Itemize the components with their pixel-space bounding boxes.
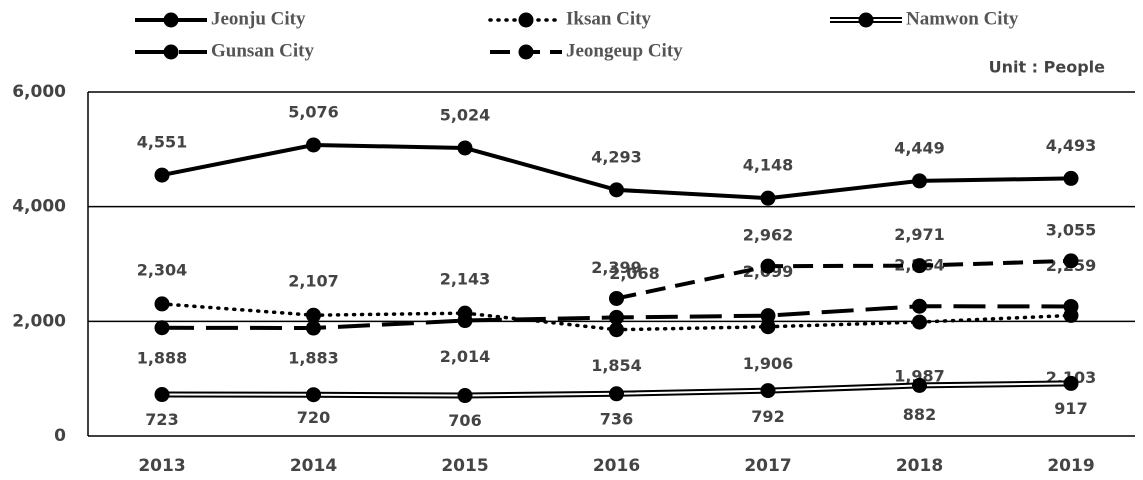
marker <box>154 387 170 403</box>
marker <box>912 258 927 274</box>
legend-item: Gunsan City <box>135 40 314 61</box>
value-label: 3,055 <box>1046 220 1097 239</box>
marker <box>760 190 776 206</box>
legend-marker <box>163 12 179 28</box>
value-label: 4,449 <box>894 138 945 157</box>
value-label: 706 <box>448 411 481 430</box>
marker <box>760 383 776 399</box>
legend-marker <box>518 12 534 28</box>
value-label: 2,014 <box>440 347 491 366</box>
marker <box>760 258 776 274</box>
legend-item: Jeonju City <box>135 8 306 29</box>
marker <box>154 167 170 183</box>
value-label: 1,883 <box>288 349 339 368</box>
marker <box>154 296 170 312</box>
marker <box>306 387 321 403</box>
value-label: 1,987 <box>894 367 945 386</box>
value-label: 2,068 <box>609 264 660 283</box>
marker <box>912 377 927 393</box>
value-label: 5,076 <box>288 102 339 121</box>
legend-item: Namwon City <box>830 8 1019 29</box>
legend-marker <box>163 44 179 60</box>
legend-label: Iksan City <box>566 8 651 29</box>
value-label: 792 <box>751 407 784 426</box>
legend-marker <box>858 12 874 28</box>
x-tick-label: 2015 <box>441 456 488 476</box>
value-label: 4,148 <box>743 156 794 175</box>
value-label: 1,888 <box>137 348 188 367</box>
marker <box>609 290 624 306</box>
marker <box>154 320 170 336</box>
x-tick-label: 2014 <box>290 456 337 476</box>
legend-label: Namwon City <box>906 8 1019 29</box>
marker <box>1063 375 1079 391</box>
value-label: 2,962 <box>743 226 794 245</box>
value-label: 720 <box>297 408 330 427</box>
value-label: 4,551 <box>137 133 188 152</box>
marker <box>306 137 321 153</box>
value-label: 2,399 <box>591 258 642 277</box>
marker <box>609 182 624 198</box>
value-label: 4,293 <box>591 147 642 166</box>
value-label: 917 <box>1054 399 1087 418</box>
legend-label: Jeonju City <box>211 8 306 29</box>
marker <box>1063 170 1079 186</box>
marker <box>760 308 776 324</box>
marker <box>306 320 321 336</box>
marker <box>1063 253 1079 269</box>
legend-item: Jeongeup City <box>490 40 683 61</box>
marker <box>457 140 473 156</box>
value-label: 1,906 <box>743 354 794 373</box>
value-label: 882 <box>903 405 936 424</box>
legend-label: Jeongeup City <box>566 40 683 61</box>
marker <box>912 298 927 314</box>
y-tick-label: 6,000 <box>12 82 66 102</box>
unit-annotation: Unit : People <box>989 58 1106 77</box>
value-label: 736 <box>600 409 633 428</box>
value-label: 5,024 <box>440 105 491 124</box>
x-tick-label: 2013 <box>138 456 185 476</box>
y-tick-label: 0 <box>54 426 66 446</box>
legend-marker <box>518 44 534 60</box>
value-label: 2,304 <box>137 260 188 279</box>
series-line <box>616 258 1072 301</box>
value-label: 4,493 <box>1046 136 1097 155</box>
value-label: 2,107 <box>288 272 339 291</box>
marker <box>306 307 321 323</box>
marker <box>609 386 624 402</box>
x-tick-label: 2017 <box>744 456 791 476</box>
value-label: 2,143 <box>440 270 491 289</box>
x-tick-label: 2016 <box>593 456 640 476</box>
marker <box>609 322 624 338</box>
marker <box>457 313 473 329</box>
y-tick-label: 2,000 <box>12 311 66 331</box>
legend-item: Iksan City <box>488 8 651 29</box>
value-label: 2,971 <box>894 225 945 244</box>
marker <box>912 173 927 189</box>
y-tick-label: 4,000 <box>12 197 66 217</box>
value-label: 1,854 <box>591 356 642 375</box>
marker <box>1063 298 1079 314</box>
marker <box>760 319 776 335</box>
legend-label: Gunsan City <box>211 40 314 61</box>
x-tick-label: 2019 <box>1047 456 1094 476</box>
marker <box>457 388 473 404</box>
marker <box>912 314 927 330</box>
x-tick-label: 2018 <box>896 456 943 476</box>
marker <box>609 309 624 325</box>
value-label: 723 <box>145 410 178 429</box>
